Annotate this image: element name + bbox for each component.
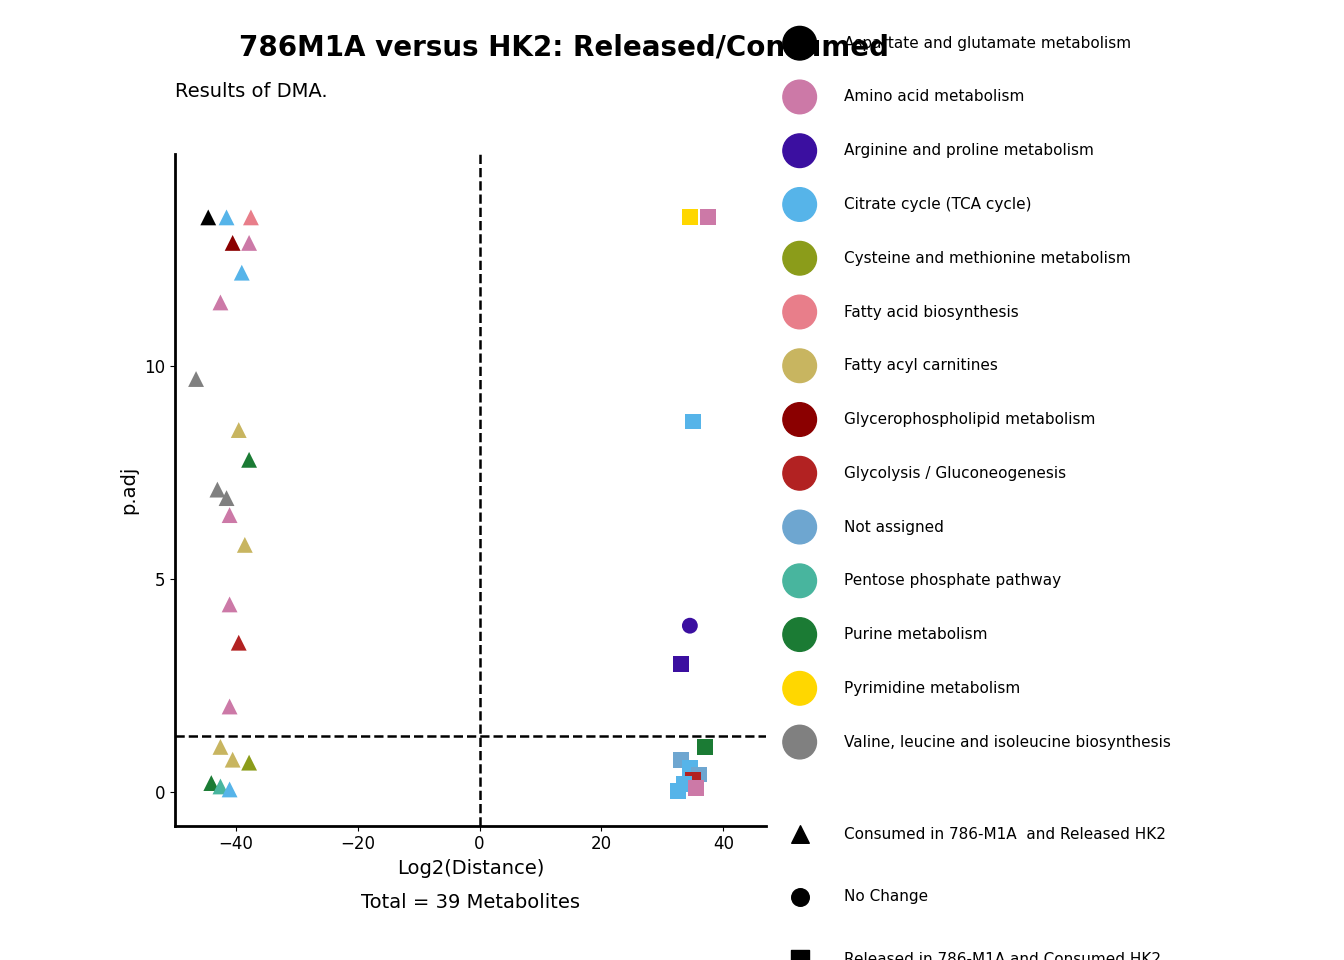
Text: Valine, leucine and isoleucine biosynthesis: Valine, leucine and isoleucine biosynthe… <box>844 734 1171 750</box>
Point <box>688 767 710 782</box>
Point <box>683 772 704 787</box>
Text: Glycolysis / Gluconeogenesis: Glycolysis / Gluconeogenesis <box>844 466 1066 481</box>
Point <box>219 781 241 797</box>
Point <box>222 752 243 767</box>
Point <box>679 760 700 776</box>
Point <box>219 699 241 714</box>
Point <box>789 889 810 904</box>
Text: Released in 786-M1A and Consumed HK2: Released in 786-M1A and Consumed HK2 <box>844 951 1161 960</box>
Point <box>789 951 810 960</box>
Text: Total = 39 Metabolites: Total = 39 Metabolites <box>362 893 579 912</box>
Point <box>210 739 231 755</box>
Point <box>679 618 700 634</box>
Point <box>210 295 231 310</box>
Point <box>228 422 250 438</box>
Point <box>698 209 719 225</box>
Point <box>238 235 259 251</box>
Text: Results of DMA.: Results of DMA. <box>175 82 328 101</box>
Text: Pentose phosphate pathway: Pentose phosphate pathway <box>844 573 1062 588</box>
Text: Fatty acyl carnitines: Fatty acyl carnitines <box>844 358 997 373</box>
Point <box>685 780 707 796</box>
Point <box>695 739 716 755</box>
Text: Consumed in 786-M1A  and Released HK2: Consumed in 786-M1A and Released HK2 <box>844 827 1165 842</box>
Point <box>210 779 231 794</box>
Text: 786M1A versus HK2: Released/Consumed: 786M1A versus HK2: Released/Consumed <box>239 34 890 61</box>
Text: Glycerophospholipid metabolism: Glycerophospholipid metabolism <box>844 412 1095 427</box>
Text: Not assigned: Not assigned <box>844 519 943 535</box>
Point <box>200 776 222 791</box>
Text: Amino acid metabolism: Amino acid metabolism <box>844 89 1024 105</box>
Text: Citrate cycle (TCA cycle): Citrate cycle (TCA cycle) <box>844 197 1032 212</box>
Point <box>238 755 259 770</box>
Point <box>683 414 704 429</box>
Point <box>219 508 241 523</box>
Point <box>241 209 262 225</box>
Text: Purine metabolism: Purine metabolism <box>844 627 988 642</box>
Point <box>231 265 253 280</box>
Point <box>673 777 695 792</box>
Point <box>238 452 259 468</box>
Point <box>219 597 241 612</box>
Text: No Change: No Change <box>844 889 929 904</box>
Point <box>669 752 691 767</box>
Text: Fatty acid biosynthesis: Fatty acid biosynthesis <box>844 304 1019 320</box>
Text: Cysteine and methionine metabolism: Cysteine and methionine metabolism <box>844 251 1130 266</box>
Point <box>234 538 255 553</box>
Text: Arginine and proline metabolism: Arginine and proline metabolism <box>844 143 1094 158</box>
Y-axis label: p.adj: p.adj <box>120 466 138 514</box>
Text: Aspartate and glutamate metabolism: Aspartate and glutamate metabolism <box>844 36 1132 51</box>
Point <box>669 657 691 672</box>
Point <box>216 209 238 225</box>
Point <box>789 827 810 842</box>
X-axis label: Log2(Distance): Log2(Distance) <box>396 859 544 877</box>
Point <box>228 635 250 650</box>
Point <box>667 783 688 799</box>
Point <box>222 235 243 251</box>
Point <box>198 209 219 225</box>
Point <box>216 491 238 506</box>
Point <box>207 482 228 497</box>
Point <box>185 372 207 387</box>
Point <box>679 209 700 225</box>
Text: Pyrimidine metabolism: Pyrimidine metabolism <box>844 681 1020 696</box>
